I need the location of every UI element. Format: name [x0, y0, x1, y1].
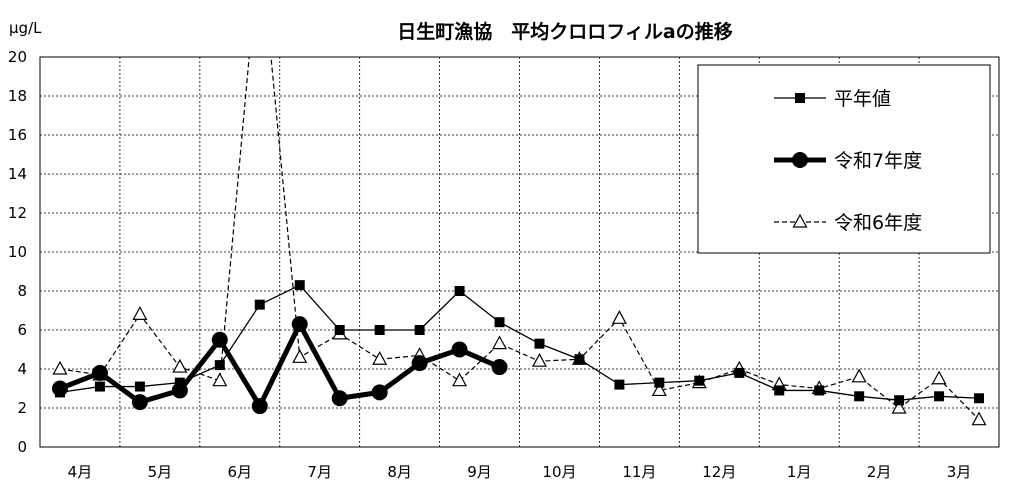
- x-tick-label: 5月: [148, 463, 173, 481]
- data-point: [131, 394, 148, 411]
- x-tick-label: 10月: [542, 463, 576, 481]
- data-point: [491, 359, 508, 376]
- data-point: [894, 395, 905, 406]
- x-tick-label: 2月: [867, 463, 892, 481]
- data-point: [814, 385, 825, 396]
- x-tick-label: 1月: [787, 463, 812, 481]
- data-point: [654, 377, 665, 388]
- y-tick-label: 4: [17, 360, 27, 378]
- legend-swatch-marker: [792, 152, 808, 168]
- data-point: [534, 338, 545, 349]
- data-point: [51, 380, 68, 397]
- x-axis-ticks: 4月 5月 6月 7月 8月 9月 10月 11月 12月 1月 2月 3月: [68, 463, 972, 481]
- x-tick-label: 9月: [467, 463, 492, 481]
- data-point: [971, 411, 987, 426]
- x-tick-label: 6月: [228, 463, 253, 481]
- y-tick-label: 8: [17, 282, 27, 300]
- data-point: [492, 335, 508, 350]
- x-tick-label: 11月: [622, 463, 656, 481]
- data-point: [254, 299, 265, 310]
- data-point: [132, 306, 148, 320]
- data-point: [134, 381, 145, 392]
- data-point: [291, 316, 308, 333]
- y-tick-label: 6: [17, 321, 27, 339]
- data-point: [931, 370, 947, 385]
- data-point: [171, 382, 188, 399]
- data-point: [172, 358, 188, 373]
- data-point: [934, 391, 945, 402]
- data-point: [774, 385, 785, 396]
- legend-swatch-marker: [795, 93, 805, 103]
- legend-item: 平年値: [774, 88, 891, 110]
- legend-item: 令和7年度: [774, 150, 922, 172]
- data-point: [211, 331, 228, 348]
- data-point: [212, 372, 228, 387]
- x-tick-label: 7月: [307, 463, 332, 481]
- data-point: [411, 355, 428, 372]
- data-point: [452, 372, 468, 387]
- series-line: [59, 57, 980, 421]
- data-point: [371, 384, 388, 401]
- x-tick-label: 4月: [68, 463, 93, 481]
- y-axis-ticks: 0 2 4 6 8 10 12 14 16 18 20: [8, 48, 27, 456]
- series-layer: [51, 57, 987, 426]
- data-point: [531, 352, 547, 367]
- data-point: [611, 310, 627, 324]
- series-line: [59, 284, 980, 401]
- x-tick-label: 8月: [387, 463, 412, 481]
- series-thin-square: [54, 280, 985, 406]
- data-point: [454, 286, 465, 296]
- data-point: [414, 325, 425, 335]
- y-tick-label: 20: [8, 48, 27, 66]
- data-point: [334, 325, 345, 335]
- legend-label: 令和7年度: [834, 150, 922, 172]
- plot-area: [39, 56, 1000, 448]
- data-point: [694, 375, 705, 386]
- y-tick-label: 12: [8, 204, 27, 222]
- y-axis-unit: μg/L: [9, 19, 42, 37]
- legend-label: 令和6年度: [834, 212, 922, 234]
- legend-swatch-marker: [792, 213, 808, 228]
- data-point: [851, 368, 867, 383]
- data-point: [331, 390, 348, 407]
- data-point: [974, 393, 985, 404]
- data-point: [854, 391, 865, 402]
- legend-label: 平年値: [834, 88, 891, 110]
- data-point: [374, 325, 385, 335]
- y-tick-label: 2: [17, 399, 27, 417]
- chart-title: 日生町漁協 平均クロロフィルaの推移: [397, 20, 732, 43]
- data-point: [494, 317, 505, 328]
- data-point: [574, 354, 585, 365]
- series-bold-circle: [51, 316, 508, 415]
- y-tick-label: 10: [8, 243, 27, 261]
- data-point: [891, 399, 907, 414]
- data-point: [651, 382, 667, 397]
- x-tick-label: 3月: [947, 463, 972, 481]
- data-point: [214, 360, 225, 371]
- x-tick-label: 12月: [702, 463, 736, 481]
- data-point: [734, 367, 745, 378]
- data-point: [294, 280, 305, 291]
- data-point: [52, 360, 68, 375]
- y-tick-label: 0: [17, 438, 27, 456]
- data-point: [94, 381, 105, 392]
- legend-box: [697, 64, 991, 254]
- data-point: [251, 398, 268, 415]
- data-point: [292, 349, 308, 363]
- legend-item: 令和6年度: [774, 212, 922, 234]
- data-point: [91, 364, 108, 381]
- y-tick-label: 14: [8, 165, 27, 183]
- y-tick-label: 18: [8, 87, 27, 105]
- y-tick-label: 16: [8, 126, 27, 144]
- data-point: [372, 350, 388, 365]
- data-point: [451, 341, 468, 358]
- data-point: [614, 379, 625, 390]
